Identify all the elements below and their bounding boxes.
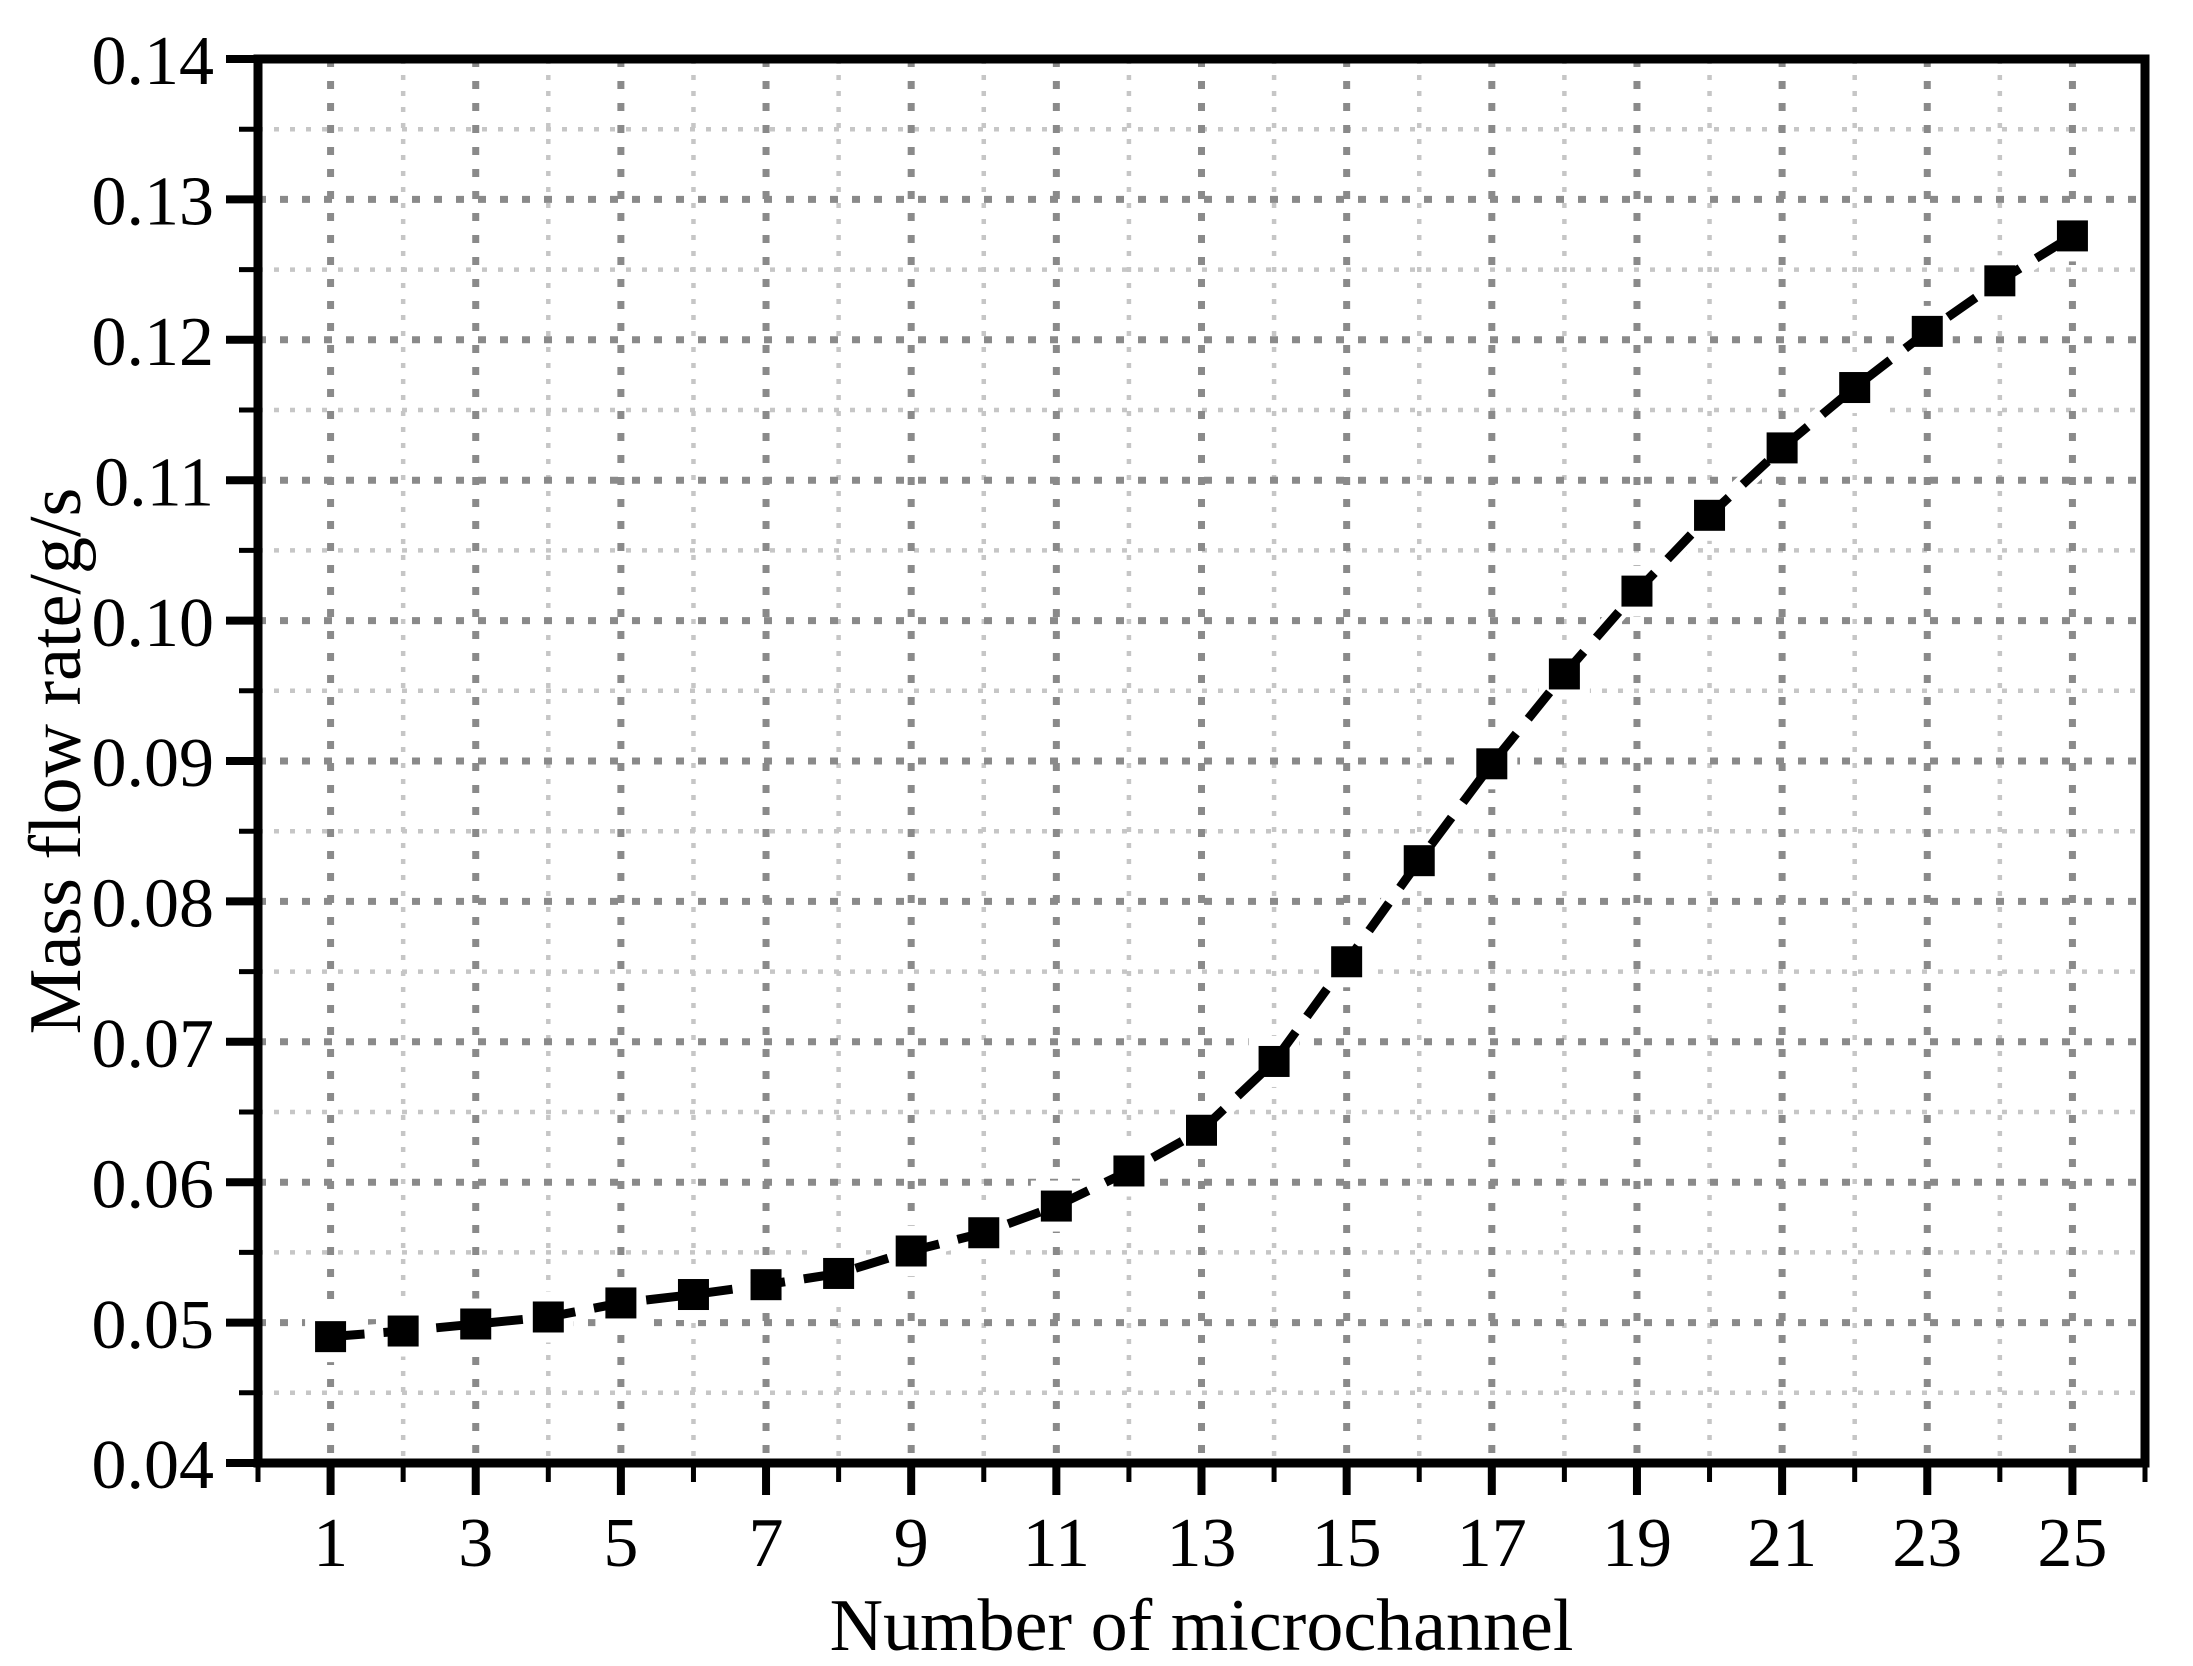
data-point bbox=[2056, 220, 2088, 252]
x-tick-label: 11 bbox=[1023, 1505, 1090, 1582]
x-tick-label: 1 bbox=[313, 1505, 348, 1582]
data-point bbox=[460, 1308, 492, 1340]
data-point bbox=[895, 1235, 927, 1267]
y-tick-label: 0.07 bbox=[92, 1006, 215, 1083]
data-point bbox=[677, 1279, 709, 1311]
data-point bbox=[1839, 372, 1871, 404]
data-point bbox=[1694, 499, 1726, 531]
y-tick-label: 0.04 bbox=[92, 1427, 215, 1504]
axis-tick-labels: 1 3 5 7 9 11 13 15 17 19 21 23 250.040.050.060.070.0… bbox=[92, 23, 2108, 1582]
axis-ticks bbox=[226, 55, 2148, 1495]
data-point bbox=[1331, 946, 1363, 978]
data-point bbox=[750, 1269, 782, 1301]
y-tick-label: 0.14 bbox=[92, 23, 215, 100]
data-point bbox=[1911, 315, 1943, 347]
data-point bbox=[1548, 658, 1580, 690]
data-point bbox=[1040, 1190, 1072, 1222]
data-point bbox=[823, 1257, 855, 1289]
x-tick-label: 3 bbox=[458, 1505, 493, 1582]
y-tick-label: 0.10 bbox=[92, 585, 215, 662]
x-tick-label: 23 bbox=[1892, 1505, 1962, 1582]
y-axis-title: Mass flow rate/g/s bbox=[15, 488, 97, 1035]
x-tick-label: 17 bbox=[1457, 1505, 1527, 1582]
data-point bbox=[1621, 575, 1653, 607]
y-tick-label: 0.08 bbox=[92, 866, 215, 943]
x-tick-label: 15 bbox=[1312, 1505, 1382, 1582]
data-point bbox=[1766, 432, 1798, 464]
y-tick-label: 0.05 bbox=[92, 1287, 215, 1364]
y-tick-label: 0.06 bbox=[92, 1146, 215, 1223]
y-tick-label: 0.12 bbox=[92, 304, 215, 381]
x-axis-title: Number of microchannel bbox=[830, 1585, 1574, 1666]
data-point bbox=[1258, 1045, 1290, 1077]
major-gridlines bbox=[258, 59, 2145, 1463]
y-tick-label: 0.09 bbox=[92, 725, 215, 802]
data-point bbox=[1186, 1114, 1217, 1146]
data-point bbox=[1476, 748, 1508, 780]
data-point bbox=[605, 1287, 637, 1319]
x-tick-label: 25 bbox=[2037, 1505, 2107, 1582]
data-point bbox=[387, 1315, 419, 1347]
y-tick-label: 0.13 bbox=[92, 164, 215, 241]
x-tick-label: 13 bbox=[1167, 1505, 1237, 1582]
x-tick-label: 7 bbox=[749, 1505, 784, 1582]
data-point bbox=[532, 1301, 564, 1333]
x-tick-label: 9 bbox=[894, 1505, 929, 1582]
data-series bbox=[305, 210, 2098, 1363]
data-point bbox=[1113, 1155, 1145, 1187]
x-tick-label: 5 bbox=[603, 1505, 638, 1582]
x-tick-label: 19 bbox=[1602, 1505, 1672, 1582]
x-tick-label: 21 bbox=[1747, 1505, 1817, 1582]
data-point bbox=[1984, 265, 2016, 297]
y-tick-label: 0.11 bbox=[94, 444, 214, 521]
data-point bbox=[315, 1321, 347, 1353]
data-point bbox=[1403, 845, 1435, 877]
data-point bbox=[968, 1217, 1000, 1249]
